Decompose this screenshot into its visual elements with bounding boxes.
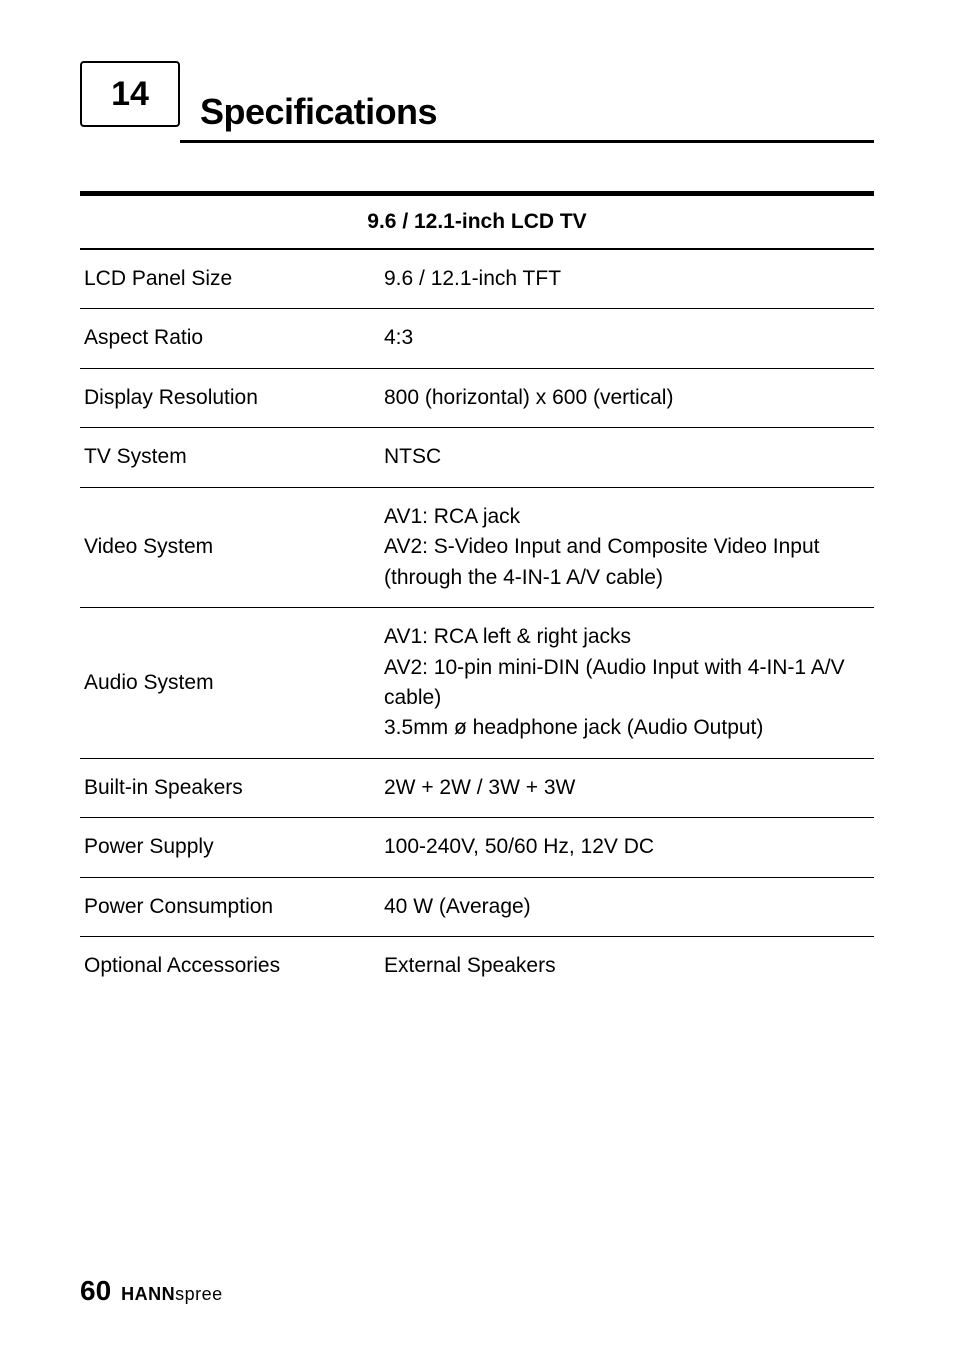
spec-key: LCD Panel Size	[80, 249, 380, 309]
spec-value: External Speakers	[380, 937, 874, 996]
spec-key: TV System	[80, 428, 380, 487]
section-header: 14 Specifications	[80, 75, 874, 141]
table-row: Video System AV1: RCA jackAV2: S-Video I…	[80, 487, 874, 607]
table-row: Power Supply 100-240V, 50/60 Hz, 12V DC	[80, 818, 874, 877]
spec-value: AV1: RCA jackAV2: S-Video Input and Comp…	[380, 487, 874, 607]
table-caption: 9.6 / 12.1-inch LCD TV	[80, 194, 874, 250]
spec-value: 4:3	[380, 309, 874, 368]
spec-value: NTSC	[380, 428, 874, 487]
table-caption-row: 9.6 / 12.1-inch LCD TV	[80, 194, 874, 250]
spec-key: Audio System	[80, 608, 380, 759]
page-title: Specifications	[200, 91, 437, 141]
section-number-box: 14	[80, 61, 180, 127]
spec-key: Power Supply	[80, 818, 380, 877]
page-footer: 60 HANNspree	[80, 1275, 223, 1307]
spec-key: Built-in Speakers	[80, 758, 380, 817]
section-number: 14	[111, 75, 149, 114]
spec-value: AV1: RCA left & right jacksAV2: 10-pin m…	[380, 608, 874, 759]
spec-value: 40 W (Average)	[380, 877, 874, 936]
table-row: Display Resolution 800 (horizontal) x 60…	[80, 368, 874, 427]
specifications-table: 9.6 / 12.1-inch LCD TV LCD Panel Size 9.…	[80, 191, 874, 996]
table-row: Optional Accessories External Speakers	[80, 937, 874, 996]
spec-value: 9.6 / 12.1-inch TFT	[380, 249, 874, 309]
footer-brand-bold: HANN	[121, 1284, 175, 1304]
spec-key: Optional Accessories	[80, 937, 380, 996]
spec-key: Power Consumption	[80, 877, 380, 936]
table-row: Audio System AV1: RCA left & right jacks…	[80, 608, 874, 759]
spec-key: Aspect Ratio	[80, 309, 380, 368]
spec-key: Display Resolution	[80, 368, 380, 427]
table-row: Power Consumption 40 W (Average)	[80, 877, 874, 936]
spec-value: 800 (horizontal) x 600 (vertical)	[380, 368, 874, 427]
spec-key: Video System	[80, 487, 380, 607]
table-row: Aspect Ratio 4:3	[80, 309, 874, 368]
spec-value: 100-240V, 50/60 Hz, 12V DC	[380, 818, 874, 877]
footer-brand-light: spree	[175, 1284, 223, 1304]
table-row: LCD Panel Size 9.6 / 12.1-inch TFT	[80, 249, 874, 309]
footer-page-number: 60	[80, 1275, 111, 1307]
table-row: TV System NTSC	[80, 428, 874, 487]
spec-value: 2W + 2W / 3W + 3W	[380, 758, 874, 817]
footer-brand: HANNspree	[121, 1284, 223, 1305]
table-row: Built-in Speakers 2W + 2W / 3W + 3W	[80, 758, 874, 817]
